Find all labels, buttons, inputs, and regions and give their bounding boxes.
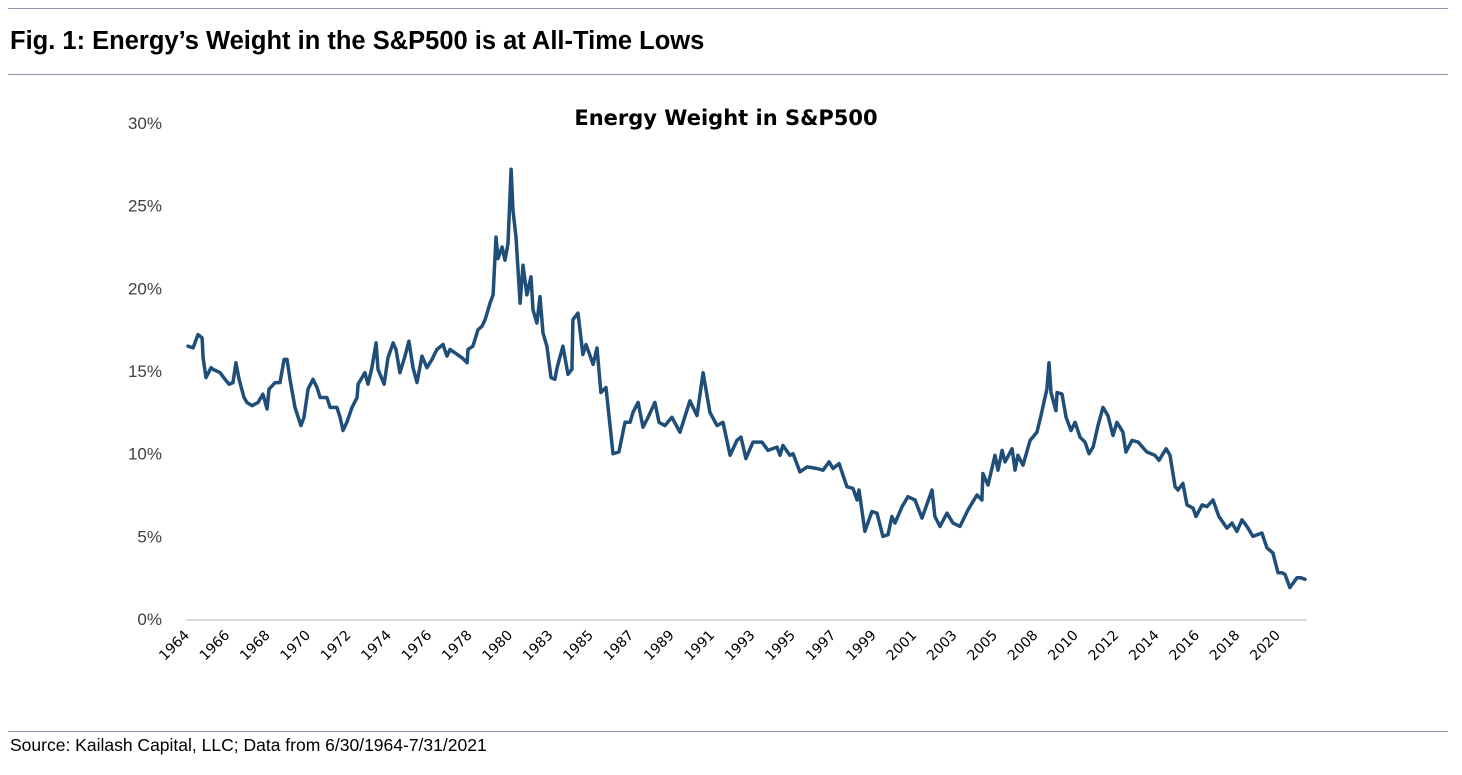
x-tick-label: 1983 xyxy=(520,628,557,665)
x-tick-label: 2014 xyxy=(1126,627,1163,664)
y-tick-label: 5% xyxy=(137,527,162,546)
x-tick-label: 1993 xyxy=(722,628,759,665)
y-tick-label: 15% xyxy=(128,362,162,381)
y-tick-label: 0% xyxy=(137,610,162,629)
top-rule xyxy=(8,8,1448,9)
x-tick-label: 1980 xyxy=(480,628,517,665)
x-tick-label: 1964 xyxy=(156,627,193,664)
x-tick-label: 1970 xyxy=(278,628,315,665)
x-tick-label: 2018 xyxy=(1207,628,1244,665)
x-tick-label: 1989 xyxy=(641,628,678,665)
y-tick-label: 20% xyxy=(128,279,162,298)
x-tick-label: 1972 xyxy=(318,628,355,665)
x-tick-label: 1968 xyxy=(237,628,274,665)
x-tick-label: 1999 xyxy=(843,628,880,665)
x-tick-label: 1974 xyxy=(358,627,395,664)
x-tick-label: 2005 xyxy=(964,628,1001,665)
chart-title: Energy Weight in S&P500 xyxy=(574,106,877,130)
x-tick-label: 1991 xyxy=(682,628,719,665)
series-line-energy-weight xyxy=(186,167,1307,590)
x-tick-label: 2003 xyxy=(924,628,961,665)
x-tick-label: 1978 xyxy=(439,628,476,665)
x-tick-label: 1976 xyxy=(399,627,436,664)
title-rule xyxy=(8,74,1448,75)
x-tick-label: 1985 xyxy=(560,628,597,665)
y-axis: 0% 5% 10% 15% 20% 25% 30% xyxy=(128,114,162,629)
bottom-rule xyxy=(8,731,1448,732)
source-note: Source: Kailash Capital, LLC; Data from … xyxy=(10,735,487,755)
x-tick-label: 2010 xyxy=(1045,628,1082,665)
x-axis: 1964 1966 1968 1970 1972 1974 1976 1978 1980 1983… xyxy=(156,627,1284,664)
x-tick-label: 1995 xyxy=(762,628,799,665)
x-tick-label: 1966 xyxy=(197,627,234,664)
x-tick-label: 1987 xyxy=(601,628,638,665)
x-tick-label: 2012 xyxy=(1086,628,1123,665)
y-tick-label: 10% xyxy=(128,445,162,464)
y-tick-label: 25% xyxy=(128,197,162,216)
x-tick-label: 2008 xyxy=(1005,628,1042,665)
figure-title: Fig. 1: Energy’s Weight in the S&P500 is… xyxy=(10,27,705,55)
x-tick-label: 2001 xyxy=(884,628,921,665)
x-tick-label: 2020 xyxy=(1247,628,1284,665)
y-tick-label: 30% xyxy=(128,114,162,133)
x-tick-label: 1997 xyxy=(803,628,840,665)
x-tick-label: 2016 xyxy=(1166,627,1203,664)
